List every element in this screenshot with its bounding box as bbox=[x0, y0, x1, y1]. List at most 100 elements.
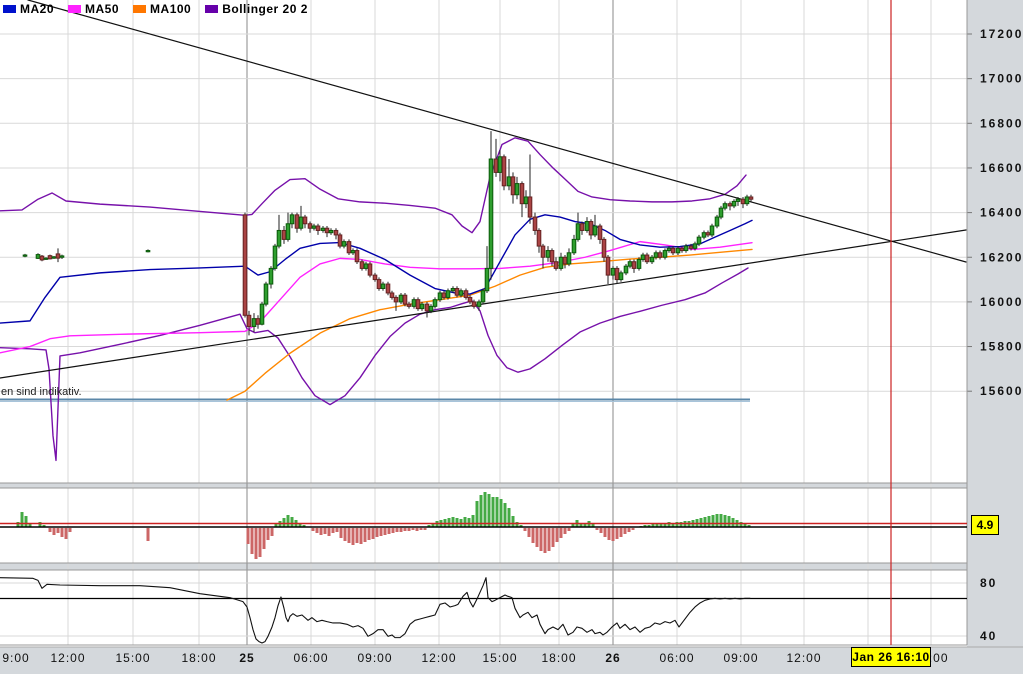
histogram-bar-negative bbox=[335, 528, 339, 532]
ma50-line bbox=[0, 240, 753, 354]
time-axis-label: 09:00 bbox=[723, 651, 758, 665]
bollinger-lower-band bbox=[0, 267, 749, 462]
candle-down bbox=[579, 223, 585, 231]
histogram-bar-positive bbox=[302, 525, 306, 527]
legend-label-ma20: MA20 bbox=[20, 2, 55, 16]
candle-down bbox=[346, 241, 352, 254]
histogram-bar-negative bbox=[319, 528, 323, 535]
histogram-bar-negative bbox=[423, 528, 427, 530]
candle-up bbox=[251, 318, 257, 327]
candle-up bbox=[51, 256, 57, 259]
candle-up bbox=[263, 283, 269, 305]
histogram-bar-negative bbox=[60, 528, 64, 537]
candle-down bbox=[679, 247, 685, 252]
histogram-bar-negative bbox=[343, 528, 347, 541]
histogram-bar-negative bbox=[627, 528, 631, 532]
candle-down bbox=[467, 296, 473, 303]
histogram-bar-negative bbox=[347, 528, 351, 543]
candle-up bbox=[558, 256, 564, 269]
current-time-badge: Jan 26 16:10 bbox=[851, 647, 931, 667]
histogram-bar-positive bbox=[699, 518, 703, 527]
candle-down bbox=[562, 256, 568, 265]
histogram-bar-negative bbox=[559, 528, 563, 538]
histogram-bar-positive bbox=[671, 523, 675, 527]
time-axis-label: 25 bbox=[239, 651, 254, 665]
histogram-bar-positive bbox=[447, 518, 451, 527]
histogram-bar-negative bbox=[146, 528, 150, 541]
histogram-bar-positive bbox=[290, 517, 294, 527]
bollinger-upper-band bbox=[0, 137, 747, 234]
candle-up bbox=[623, 265, 629, 274]
candle-down bbox=[255, 318, 261, 325]
histogram-bar-positive bbox=[667, 522, 671, 527]
candle-up bbox=[662, 250, 668, 258]
candle-down bbox=[670, 247, 676, 254]
candle-down bbox=[302, 216, 308, 225]
candle-up bbox=[476, 301, 482, 307]
histogram-bar-negative bbox=[64, 528, 68, 539]
time-axis-label: 06:00 bbox=[659, 651, 694, 665]
candle-down bbox=[614, 267, 620, 281]
histogram-bar-positive bbox=[38, 522, 42, 527]
candle-up bbox=[285, 223, 291, 240]
candle-down bbox=[315, 225, 321, 231]
legend-item-ma20: MA20 bbox=[3, 2, 54, 16]
candle-up bbox=[653, 252, 659, 258]
histogram-bar-positive bbox=[719, 514, 723, 527]
candle-up bbox=[692, 243, 698, 249]
histogram-bar-negative bbox=[254, 528, 258, 559]
histogram-bar-negative bbox=[270, 528, 274, 536]
candle-down bbox=[367, 263, 373, 276]
histogram-bar-positive bbox=[463, 517, 467, 527]
candle-down bbox=[532, 216, 538, 231]
histogram-bar-positive bbox=[487, 494, 491, 527]
candle-up bbox=[276, 229, 282, 247]
histogram-bar-negative bbox=[615, 528, 619, 539]
histogram-bar-positive bbox=[451, 517, 455, 527]
candle-up bbox=[380, 283, 386, 290]
legend-label-ma50: MA50 bbox=[85, 2, 120, 16]
candle-up bbox=[666, 247, 672, 252]
candle-up bbox=[627, 261, 633, 267]
histogram-bar-positive bbox=[515, 522, 519, 527]
candle-down bbox=[55, 253, 61, 259]
histogram-bar-positive bbox=[583, 524, 587, 527]
candle-up bbox=[566, 252, 572, 265]
histogram-bar-positive bbox=[42, 525, 46, 527]
candle-down bbox=[527, 196, 533, 218]
price-axis-label: 16800 bbox=[980, 116, 1023, 130]
histogram-bar-positive bbox=[431, 523, 435, 527]
histogram-bar-negative bbox=[555, 528, 559, 542]
time-axis-label: 12:00 bbox=[50, 651, 85, 665]
histogram-bar-positive bbox=[519, 525, 523, 527]
histogram-bar-negative bbox=[607, 528, 611, 540]
candle-down bbox=[281, 229, 287, 240]
price-axis-label: 16600 bbox=[980, 161, 1023, 175]
candle-down bbox=[376, 279, 382, 290]
price-axis-label: 16200 bbox=[980, 250, 1023, 264]
histogram-bar-positive bbox=[427, 525, 431, 527]
histogram-bar-negative bbox=[599, 528, 603, 533]
histogram-bar-positive bbox=[643, 525, 647, 527]
disclaimer-text: en sind indikativ. bbox=[1, 386, 82, 398]
legend-label-ma100: MA100 bbox=[150, 2, 192, 16]
candle-up bbox=[696, 236, 702, 245]
histogram-bar-negative bbox=[527, 528, 531, 537]
candle-up bbox=[298, 216, 304, 229]
candle-up bbox=[636, 258, 642, 269]
histogram-bar-negative bbox=[68, 528, 72, 532]
candle-down bbox=[372, 274, 378, 281]
histogram-bar-negative bbox=[595, 528, 599, 530]
candle-up bbox=[43, 257, 49, 260]
indicator-legend: MA20 MA50 MA100 Bollinger 20 2 bbox=[3, 2, 308, 16]
candle-down bbox=[406, 303, 412, 307]
time-axis-label: 26 bbox=[605, 651, 620, 665]
panel-separator bbox=[0, 563, 967, 570]
candle-up bbox=[59, 255, 65, 258]
histogram-bar-positive bbox=[647, 525, 651, 527]
candle-up bbox=[428, 305, 434, 312]
candle-down bbox=[389, 292, 395, 298]
candle-up bbox=[649, 256, 655, 263]
